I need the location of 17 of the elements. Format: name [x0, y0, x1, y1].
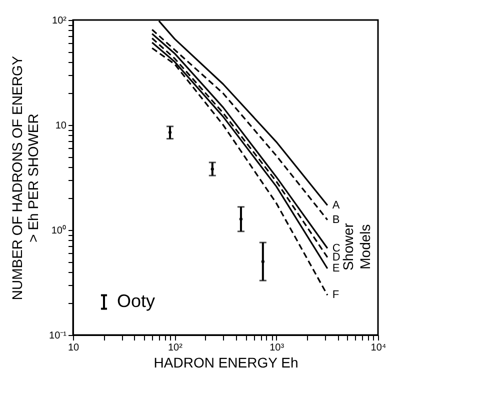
y-tick-label: 10⁰ [51, 224, 66, 236]
x-tick-label: 10² [168, 342, 184, 354]
y-tick-label: 10⁻¹ [49, 330, 68, 342]
x-axis-title: HADRON ENERGY Eh [154, 354, 298, 370]
series-label: F [332, 289, 340, 302]
y-tick-label: 10 [55, 120, 67, 132]
series-label: A [332, 199, 340, 212]
y-tick-label: 10² [52, 16, 68, 26]
x-tick-label: 10³ [270, 342, 285, 354]
annotation: Shower Models [340, 222, 373, 271]
x-tick-label: 10⁴ [370, 342, 386, 354]
series-label: D [332, 251, 340, 264]
y-axis-title: NUMBER OF HADRONS OF ENERGY > Eh PER SHOWER [9, 55, 42, 300]
series-label: E [332, 262, 340, 274]
x-tick-label: 10 [68, 342, 80, 354]
legend-label: Ooty [117, 291, 156, 311]
series-label: B [332, 214, 340, 226]
